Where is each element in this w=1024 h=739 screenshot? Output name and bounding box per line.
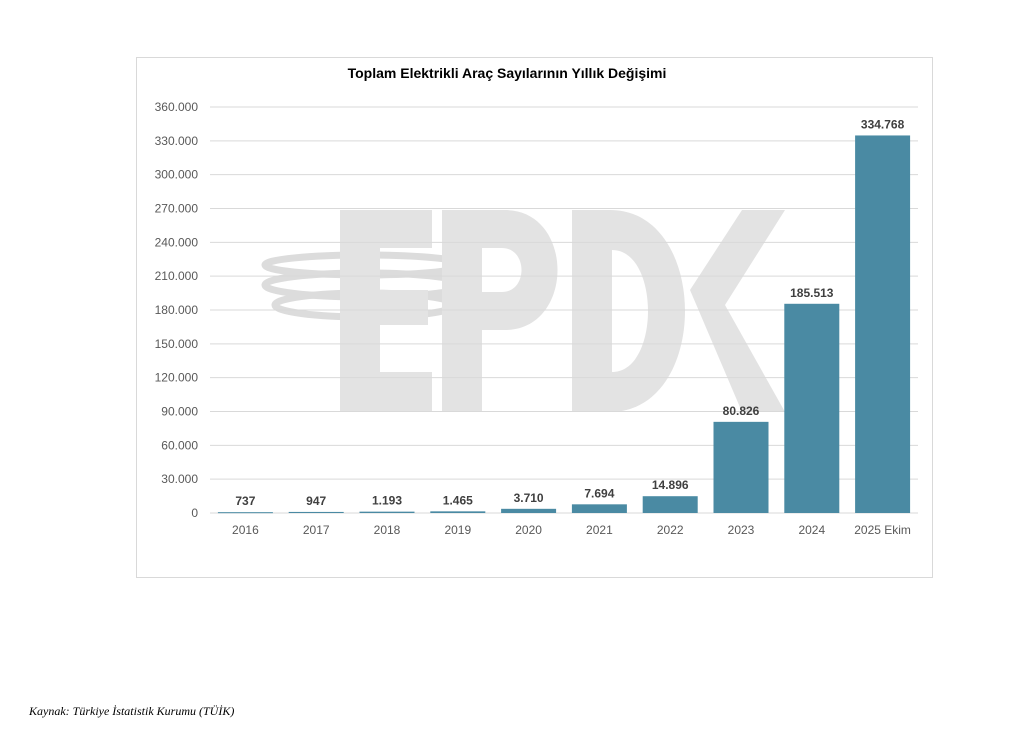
y-tick-label: 210.000 — [155, 269, 199, 283]
source-note: Kaynak: Türkiye İstatistik Kurumu (TÜİK) — [29, 704, 235, 718]
data-label: 334.768 — [861, 117, 905, 131]
data-label: 185.513 — [790, 286, 834, 300]
bar — [571, 504, 627, 513]
data-label: 737 — [235, 494, 255, 508]
y-tick-label: 330.000 — [155, 134, 199, 148]
data-label: 7.694 — [584, 486, 614, 500]
data-label: 1.193 — [372, 494, 402, 508]
data-label: 14.896 — [652, 478, 689, 492]
y-tick-label: 240.000 — [155, 235, 199, 249]
data-label: 3.710 — [514, 491, 544, 505]
y-tick-label: 150.000 — [155, 337, 199, 351]
y-tick-label: 90.000 — [161, 405, 198, 419]
bar — [501, 508, 557, 513]
y-tick-label: 360.000 — [155, 100, 199, 114]
chart-frame — [136, 57, 933, 578]
x-tick-label: 2023 — [728, 523, 755, 537]
y-tick-label: 30.000 — [161, 472, 198, 486]
y-tick-label: 60.000 — [161, 438, 198, 452]
watermark-logo — [261, 210, 785, 412]
y-tick-label: 180.000 — [155, 303, 199, 317]
data-label: 947 — [306, 494, 326, 508]
x-tick-label: 2019 — [444, 523, 471, 537]
y-tick-label: 0 — [191, 506, 198, 520]
bar — [359, 511, 415, 513]
y-tick-label: 120.000 — [155, 371, 199, 385]
bar — [642, 496, 698, 513]
data-label: 80.826 — [723, 404, 760, 418]
x-tick-label: 2017 — [303, 523, 330, 537]
bar — [713, 421, 769, 513]
bar — [855, 135, 911, 513]
y-tick-label: 300.000 — [155, 168, 199, 182]
x-tick-label: 2021 — [586, 523, 613, 537]
bar — [430, 511, 486, 513]
x-tick-label: 2018 — [374, 523, 401, 537]
x-tick-label: 2022 — [657, 523, 684, 537]
x-tick-label: 2025 Ekim — [854, 523, 911, 537]
bar — [784, 303, 840, 513]
chart-title: Toplam Elektrikli Araç Sayılarının Yıllı… — [348, 65, 667, 81]
x-tick-label: 2024 — [798, 523, 825, 537]
data-label: 1.465 — [443, 493, 473, 507]
bar — [217, 512, 273, 514]
bar — [288, 511, 344, 513]
x-tick-label: 2016 — [232, 523, 259, 537]
x-tick-label: 2020 — [515, 523, 542, 537]
y-tick-label: 270.000 — [155, 202, 199, 216]
